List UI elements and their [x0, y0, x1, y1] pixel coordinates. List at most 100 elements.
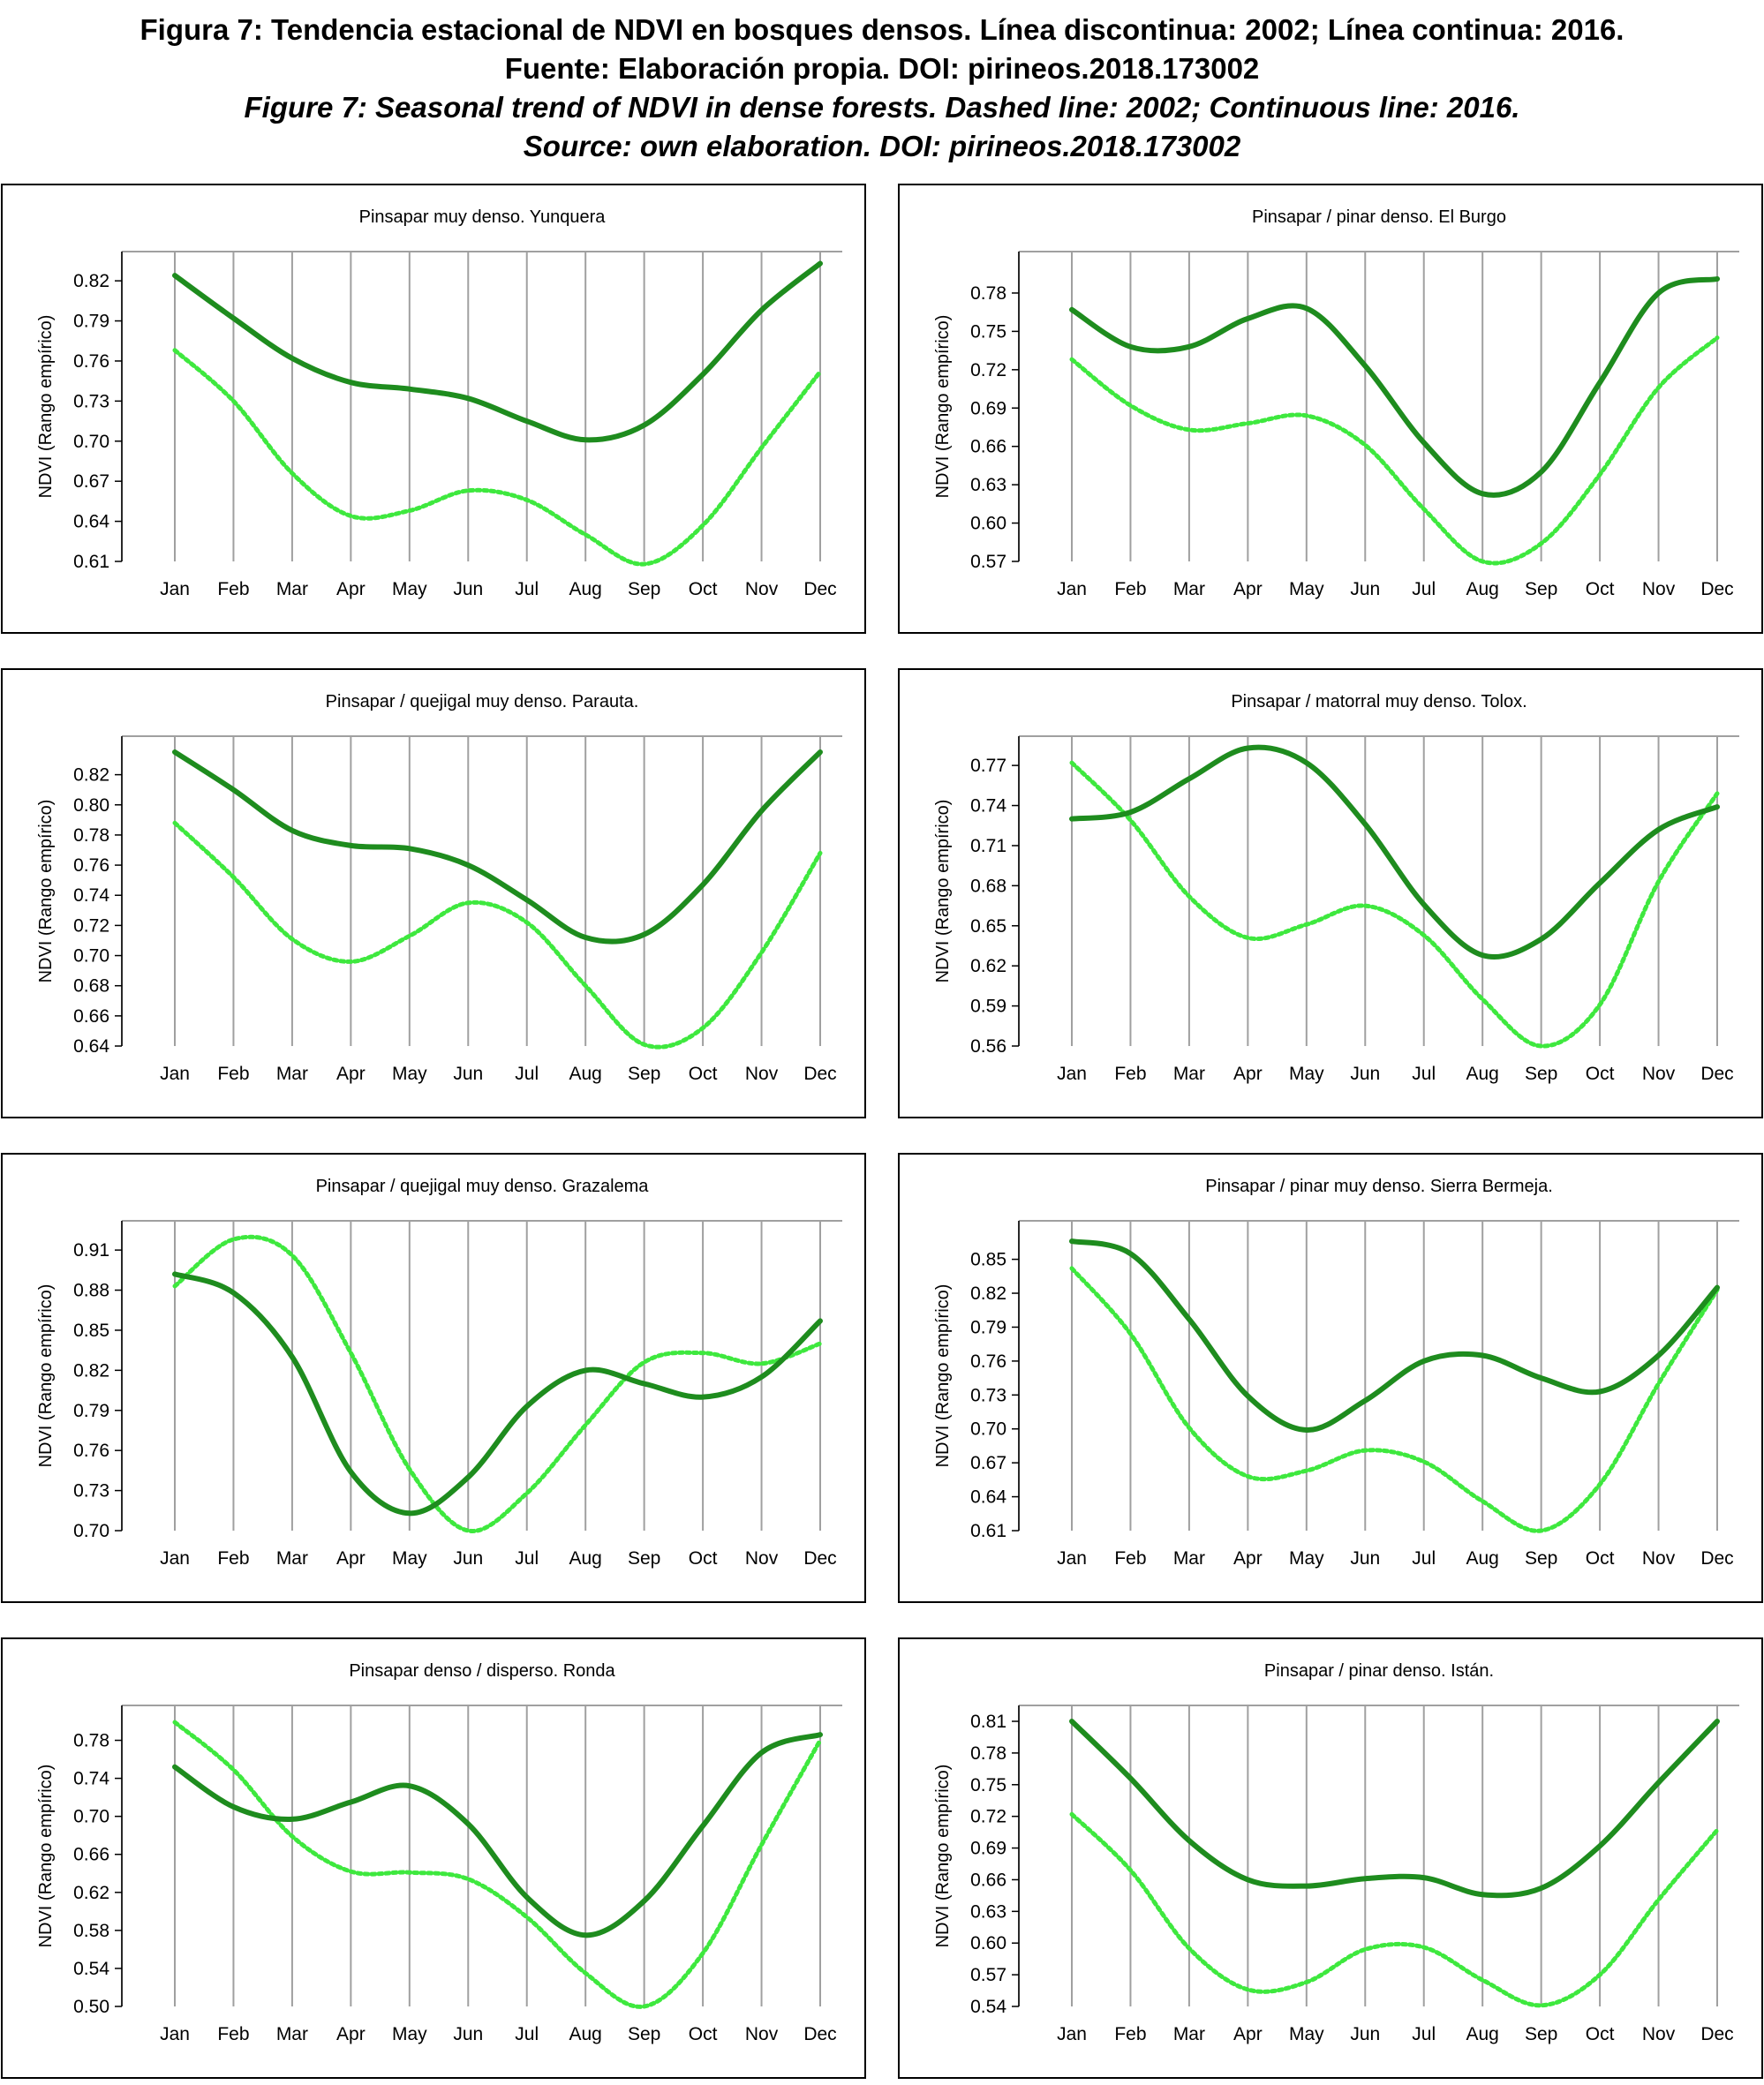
line-chart: Pinsapar / matorral muy denso. Tolox. 0.5… [933, 692, 1739, 1084]
x-tick-label: Dec [1700, 1548, 1733, 1569]
line-chart: Pinsapar / pinar denso. El Burgo 0.57 0.60… [933, 207, 1739, 599]
x-tick-label: Jan [1057, 2024, 1087, 2044]
x-tick-label: Feb [1114, 2024, 1146, 2044]
y-tick-label: 0.70 [73, 432, 109, 452]
line-chart: Pinsapar / pinar muy denso. Sierra Berme… [933, 1177, 1739, 1569]
x-tick-label: Aug [569, 579, 601, 599]
x-tick-label: Jul [1412, 579, 1436, 599]
y-tick-label: 0.60 [970, 1933, 1006, 1953]
x-tick-label: Jul [515, 1548, 539, 1569]
x-tick-label: Dec [803, 1548, 836, 1569]
x-tick-label: Jul [1412, 1064, 1436, 1084]
x-tick-label: May [392, 579, 427, 599]
series-line-2016 [1069, 276, 1720, 498]
x-tick-label: Apr [1233, 579, 1263, 599]
x-tick-label: Oct [1586, 2024, 1615, 2044]
x-tick-label: Oct [1586, 1548, 1615, 1569]
x-tick-label: Jun [453, 1548, 483, 1569]
x-tick-label: Sep [628, 579, 660, 599]
y-tick-label: 0.73 [73, 391, 109, 411]
figure-caption: Figura 7: Tendencia estacional de NDVI e… [0, 11, 1764, 166]
x-tick-label: Apr [1233, 1548, 1263, 1569]
x-tick-label: May [1289, 1548, 1324, 1569]
x-tick-label: Nov [1642, 1548, 1676, 1569]
y-axis-label: NDVI (Rango empírico) [36, 800, 56, 983]
x-tick-label: Jan [1057, 1548, 1087, 1569]
x-tick-label: Nov [1642, 1064, 1676, 1084]
y-tick-label: 0.82 [73, 765, 109, 786]
line-chart: Pinsapar / quejigal muy denso. Grazalema… [36, 1177, 842, 1569]
y-tick-label: 0.70 [970, 1419, 1006, 1440]
x-tick-label: Jan [160, 1548, 190, 1569]
axis-frame [121, 735, 842, 1046]
series-line-2002 [172, 1234, 823, 1533]
line-chart: Pinsapar muy denso. Yunquera 0.61 0.64 0.67… [36, 207, 842, 599]
chart-panel-grazalema: Pinsapar / quejigal muy denso. Grazalema… [1, 1153, 866, 1603]
y-tick-label: 0.72 [970, 1807, 1006, 1827]
x-tick-label: Sep [628, 2024, 660, 2044]
y-tick-label: 0.64 [73, 512, 109, 532]
caption-en-line1: Figure 7: Seasonal trend of NDVI in dens… [244, 91, 1520, 124]
line-chart: Pinsapar denso / disperso. Ronda 0.50 0.54… [36, 1661, 842, 2044]
x-tick-label: Apr [1233, 1064, 1263, 1084]
x-tick-label: Apr [336, 1064, 366, 1084]
y-tick-label: 0.64 [970, 1487, 1006, 1508]
x-tick-label: Jun [1350, 2024, 1380, 2044]
series-line-2016 [172, 1732, 823, 1938]
x-tick-label: Apr [336, 2024, 366, 2044]
x-tick-label: Nov [745, 2024, 779, 2044]
y-tick-label: 0.66 [73, 1845, 109, 1865]
y-tick-label: 0.82 [970, 1283, 1006, 1304]
x-tick-label: Aug [1466, 579, 1498, 599]
x-tick-label: Jun [453, 579, 483, 599]
x-tick-label: Feb [1114, 1064, 1146, 1084]
x-tick-label: Jul [1412, 1548, 1436, 1569]
y-tick-label: 0.64 [73, 1036, 109, 1057]
x-tick-label: Oct [689, 1064, 718, 1084]
y-axis-label: NDVI (Rango empírico) [933, 315, 953, 499]
series-line-2016 [1069, 744, 1720, 960]
y-tick-label: 0.70 [73, 1807, 109, 1827]
chart-title: Pinsapar muy denso. Yunquera [359, 207, 607, 227]
chart-panel-sierra-bermeja: Pinsapar / pinar muy denso. Sierra Berme… [898, 1153, 1763, 1603]
y-tick-label: 0.69 [970, 398, 1006, 418]
x-tick-label: Mar [1173, 2024, 1205, 2044]
y-tick-label: 0.56 [970, 1036, 1006, 1057]
axis-frame [1018, 735, 1739, 1046]
line-chart: Pinsapar / pinar denso. Istán. 0.54 0.57 0.… [933, 1661, 1739, 2044]
y-tick-label: 0.80 [73, 795, 109, 816]
x-tick-label: Jul [515, 579, 539, 599]
chart-title: Pinsapar / quejigal muy denso. Parauta. [326, 692, 639, 711]
y-tick-label: 0.60 [970, 514, 1006, 534]
x-tick-label: Jun [453, 1064, 483, 1084]
x-tick-label: Sep [1525, 1064, 1557, 1084]
series-line-2002 [172, 348, 823, 567]
caption-es-line1: Figura 7: Tendencia estacional de NDVI e… [139, 13, 1625, 46]
y-tick-label: 0.76 [73, 855, 109, 876]
y-tick-label: 0.62 [73, 1883, 109, 1903]
y-tick-label: 0.82 [73, 271, 109, 291]
x-tick-label: Mar [1173, 1548, 1205, 1569]
caption-es-line2: Fuente: Elaboración propia. DOI: pirineo… [504, 52, 1260, 85]
chart-title: Pinsapar / pinar denso. El Burgo [1252, 207, 1506, 227]
y-tick-label: 0.85 [73, 1321, 109, 1341]
x-tick-label: Aug [569, 1548, 601, 1569]
x-tick-label: Nov [745, 1064, 779, 1084]
x-tick-label: Mar [276, 2024, 308, 2044]
x-tick-label: Mar [1173, 579, 1205, 599]
chart-panel-parauta: Pinsapar / quejigal muy denso. Parauta. 0… [1, 668, 866, 1118]
x-tick-label: May [392, 1548, 427, 1569]
y-tick-label: 0.70 [73, 946, 109, 967]
y-tick-label: 0.74 [73, 1769, 109, 1789]
y-axis-label: NDVI (Rango empírico) [36, 1284, 56, 1468]
chart-panel-tolox: Pinsapar / matorral muy denso. Tolox. 0.5… [898, 668, 1763, 1118]
x-tick-label: Jul [515, 2024, 539, 2044]
x-tick-label: Apr [1233, 2024, 1263, 2044]
y-tick-label: 0.67 [970, 1453, 1006, 1473]
x-tick-label: Aug [1466, 1064, 1498, 1084]
x-tick-label: Sep [628, 1548, 660, 1569]
series-line-2016 [1069, 1238, 1720, 1434]
x-tick-label: Apr [336, 1548, 366, 1569]
y-tick-label: 0.61 [73, 552, 109, 572]
x-tick-label: Jan [160, 2024, 190, 2044]
